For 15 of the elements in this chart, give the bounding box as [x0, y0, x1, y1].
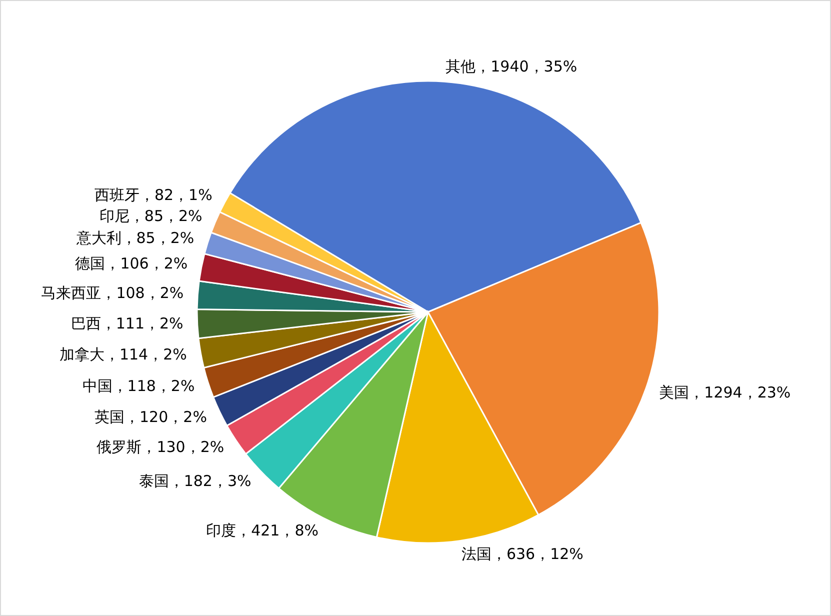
slice-label: 意大利，85，2%: [75, 228, 194, 247]
slice-label: 加拿大，114，2%: [59, 346, 187, 364]
slice-label: 德国，106，2%: [75, 254, 188, 273]
slice-label: 泰国，182，3%: [138, 472, 252, 490]
slice-label: 美国，1294，23%: [659, 383, 791, 402]
slice-label: 印度，421，8%: [206, 521, 319, 540]
slice-label: 英国，120，2%: [94, 408, 207, 426]
slice-label: 巴西，111，2%: [70, 314, 184, 333]
slice-label: 西班牙，82，1%: [94, 186, 212, 204]
slice-label: 法国，636，12%: [461, 544, 584, 563]
slice-label: 马来西亚，108，2%: [41, 284, 184, 302]
slice-label: 印尼，85，2%: [99, 206, 202, 225]
slice-label: 其他，1940，35%: [446, 58, 578, 76]
slice-label: 中国，118，2%: [82, 377, 195, 396]
slice-label: 俄罗斯，130，2%: [96, 438, 224, 456]
